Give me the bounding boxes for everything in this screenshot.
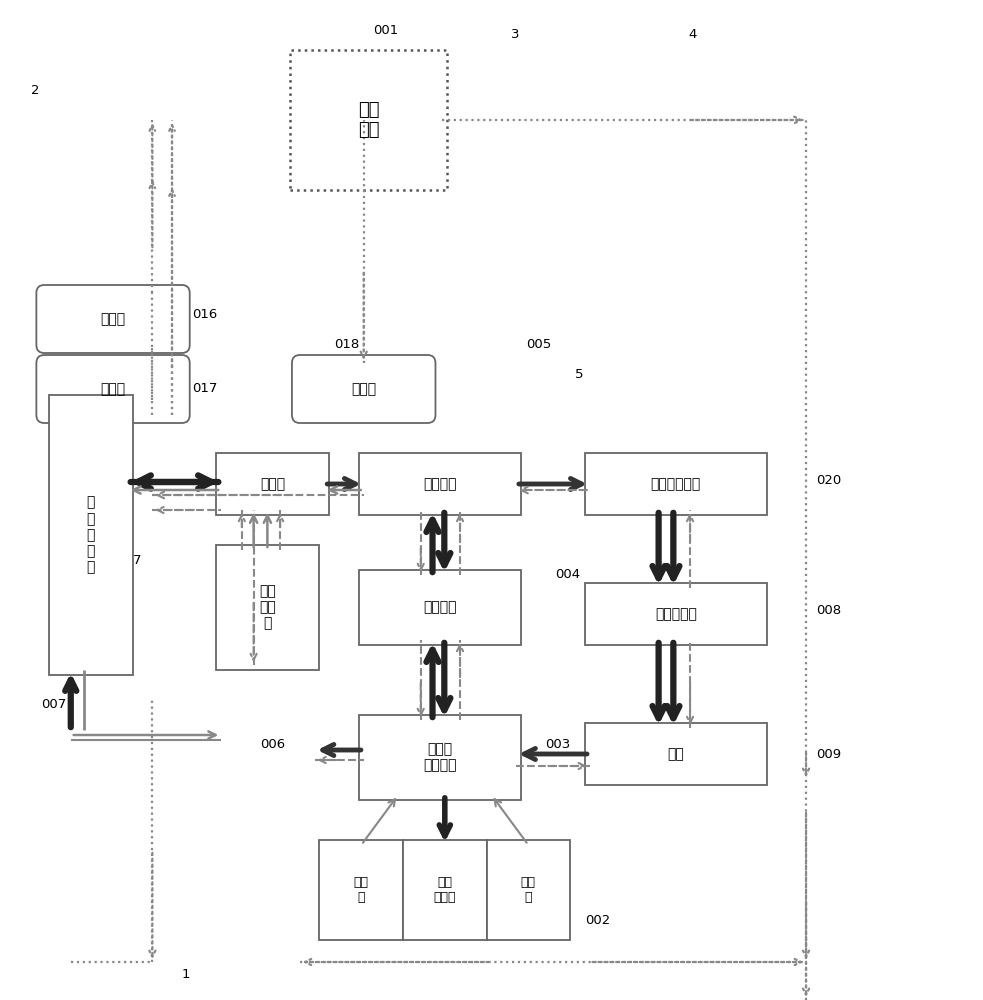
FancyBboxPatch shape: [36, 355, 190, 423]
FancyBboxPatch shape: [359, 715, 521, 800]
Text: 高
温
散
热
器: 高 温 散 热 器: [87, 496, 95, 574]
Text: 机油
冷却
器: 机油 冷却 器: [260, 584, 276, 631]
Text: 暖风: 暖风: [667, 747, 684, 761]
Text: 008: 008: [816, 603, 841, 616]
Text: 017: 017: [192, 381, 217, 394]
FancyBboxPatch shape: [36, 285, 190, 353]
FancyBboxPatch shape: [49, 395, 133, 675]
Text: 1: 1: [182, 968, 191, 982]
Text: 5: 5: [575, 368, 584, 381]
Text: 001: 001: [374, 23, 399, 36]
FancyBboxPatch shape: [359, 453, 521, 515]
Text: 缸体水套: 缸体水套: [423, 600, 457, 614]
Text: 003: 003: [546, 738, 571, 752]
Text: 3: 3: [511, 28, 520, 41]
FancyBboxPatch shape: [585, 453, 767, 515]
Text: 电控辅助水泵: 电控辅助水泵: [651, 477, 701, 491]
Text: 出水口: 出水口: [260, 477, 285, 491]
Text: 002: 002: [585, 914, 610, 926]
Text: 007: 007: [41, 698, 67, 712]
FancyBboxPatch shape: [403, 840, 487, 940]
Text: 电子
节温器: 电子 节温器: [434, 876, 456, 904]
Text: 020: 020: [816, 474, 841, 487]
Text: 节流阀: 节流阀: [100, 382, 126, 396]
Text: 004: 004: [555, 568, 581, 582]
FancyBboxPatch shape: [359, 570, 521, 645]
Text: 009: 009: [816, 748, 841, 762]
Text: 005: 005: [526, 338, 551, 352]
Text: 开关式
机械水泵: 开关式 机械水泵: [423, 742, 457, 773]
Text: 016: 016: [192, 308, 217, 322]
Text: 膨胀
水箱: 膨胀 水箱: [358, 101, 379, 139]
Text: 单向阀: 单向阀: [100, 312, 126, 326]
FancyBboxPatch shape: [292, 355, 435, 423]
Text: 2: 2: [31, 84, 40, 97]
FancyBboxPatch shape: [319, 840, 403, 940]
FancyBboxPatch shape: [585, 723, 767, 785]
FancyBboxPatch shape: [487, 840, 570, 940]
Text: 副阀
门: 副阀 门: [521, 876, 536, 904]
FancyBboxPatch shape: [290, 50, 447, 190]
Text: 缸盖水套: 缸盖水套: [423, 477, 457, 491]
FancyBboxPatch shape: [585, 583, 767, 645]
FancyBboxPatch shape: [216, 545, 319, 670]
Text: 电子增压器: 电子增压器: [655, 607, 697, 621]
Text: 主阀
门: 主阀 门: [354, 876, 369, 904]
Text: 节流阀: 节流阀: [351, 382, 376, 396]
Text: 4: 4: [688, 28, 697, 41]
Text: 7: 7: [133, 554, 142, 566]
Text: 006: 006: [260, 738, 286, 752]
Text: 018: 018: [334, 338, 360, 352]
FancyBboxPatch shape: [216, 453, 329, 515]
